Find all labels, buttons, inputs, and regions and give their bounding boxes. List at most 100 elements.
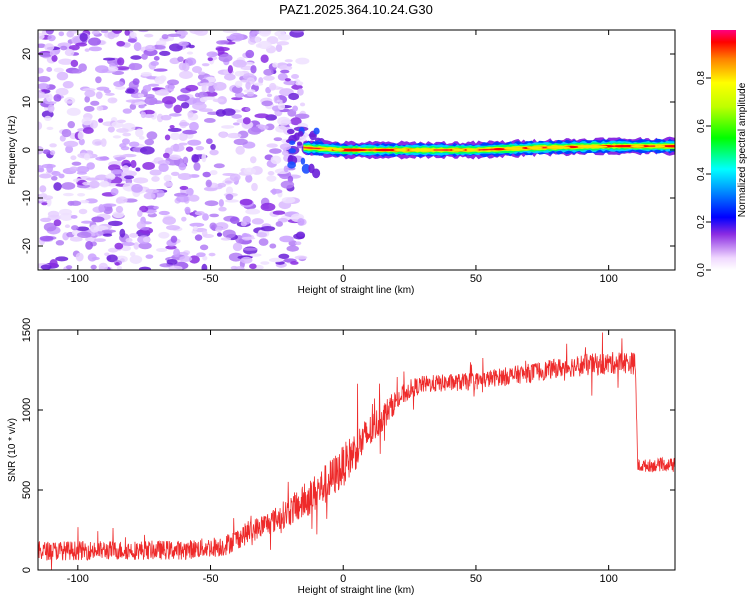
noise-blob	[150, 60, 159, 66]
noise-blob	[49, 50, 55, 57]
noise-blob	[251, 218, 264, 225]
noise-blob	[158, 50, 171, 56]
noise-blob	[176, 94, 190, 102]
noise-blob	[38, 121, 43, 131]
noise-blob	[227, 65, 234, 74]
noise-blob	[280, 69, 290, 74]
noise-blob	[124, 175, 135, 180]
snr-x-tick-label: 0	[340, 573, 346, 585]
noise-blob	[156, 113, 164, 123]
noise-blob	[290, 117, 302, 126]
noise-blob	[85, 240, 93, 250]
noise-blob	[71, 225, 79, 231]
signal-hotspot	[526, 146, 543, 150]
noise-blob	[205, 179, 212, 188]
noise-blob	[57, 42, 72, 48]
noise-blob	[78, 138, 85, 146]
noise-blob	[266, 93, 273, 98]
noise-blob	[225, 186, 234, 195]
noise-blob	[153, 56, 160, 61]
noise-blob	[66, 100, 74, 104]
noise-blob	[144, 138, 155, 146]
noise-blob	[277, 116, 291, 126]
noise-blob	[70, 59, 79, 68]
spectrogram-y-tick-label: -20	[21, 238, 33, 254]
noise-blob	[124, 30, 130, 36]
noise-blob	[185, 146, 194, 152]
noise-blob	[39, 185, 47, 193]
noise-blob	[279, 143, 292, 151]
noise-blob	[116, 265, 123, 270]
noise-blob	[114, 156, 126, 161]
noise-blob	[191, 230, 198, 234]
noise-blob	[90, 100, 100, 106]
spectrogram-y-ticks: -20 -10 0 10 20	[21, 48, 675, 254]
noise-blob	[188, 255, 200, 264]
signal-hotspot	[654, 144, 666, 148]
noise-blob	[98, 204, 105, 213]
noise-blob	[103, 89, 111, 94]
noise-blob	[62, 80, 74, 89]
noise-blob	[64, 224, 71, 229]
noise-blob	[140, 72, 152, 77]
noise-blob	[77, 193, 86, 197]
noise-blob	[188, 194, 200, 202]
noise-blob	[71, 30, 78, 34]
noise-blob	[239, 198, 253, 206]
noise-blob	[260, 202, 276, 212]
noise-blob	[108, 164, 121, 172]
noise-blob	[270, 188, 283, 194]
signal-hotspot	[451, 148, 466, 152]
noise-blob	[79, 200, 90, 204]
noise-blob	[70, 155, 77, 161]
noise-blob	[102, 203, 117, 207]
noise-blob	[92, 138, 103, 146]
noise-blob	[168, 127, 182, 132]
noise-blob	[195, 146, 205, 151]
colorbar-ticks: 0.0 0.2 0.4 0.6 0.8	[696, 71, 711, 277]
noise-blob	[45, 30, 54, 35]
noise-blob	[141, 53, 148, 60]
noise-blob	[38, 75, 51, 83]
noise-blob	[179, 185, 189, 190]
noise-blob	[258, 30, 271, 37]
noise-blob	[129, 171, 137, 177]
noise-blob	[70, 214, 78, 219]
noise-blob	[198, 71, 206, 76]
snr-x-tick-label: -50	[203, 573, 219, 585]
noise-blob	[182, 156, 189, 165]
noise-blob	[218, 53, 233, 63]
noise-blob	[144, 189, 159, 194]
transition-blob	[313, 127, 320, 135]
noise-blob	[196, 252, 206, 258]
noise-blob	[115, 205, 124, 213]
noise-blob	[168, 265, 183, 270]
signal-hotspot	[393, 148, 409, 152]
noise-blob	[130, 160, 137, 169]
noise-blob	[229, 32, 244, 42]
transition-blob	[286, 128, 295, 135]
noise-blob	[261, 100, 273, 107]
noise-blob	[229, 173, 241, 182]
noise-blob	[101, 229, 116, 233]
noise-blob	[242, 247, 258, 251]
noise-blob	[209, 170, 218, 176]
noise-blob	[201, 153, 207, 163]
noise-blob	[191, 66, 203, 74]
noise-blob	[182, 129, 198, 135]
noise-blob	[114, 262, 120, 266]
noise-blob	[149, 169, 162, 176]
transition-blob	[300, 157, 306, 165]
snr-panel: -100 -50 0 50 100 0 500 1000 1500 Height of str…	[7, 318, 676, 596]
noise-blob	[46, 66, 53, 73]
noise-blob	[162, 216, 176, 225]
noise-blob	[143, 114, 155, 118]
noise-blob	[138, 266, 152, 270]
noise-blob	[221, 125, 235, 129]
snr-y-label: SNR (10 * v/v)	[7, 418, 18, 482]
noise-blob	[247, 127, 262, 135]
noise-blob	[47, 104, 55, 113]
noise-blob	[224, 73, 236, 81]
noise-blob	[240, 256, 253, 264]
